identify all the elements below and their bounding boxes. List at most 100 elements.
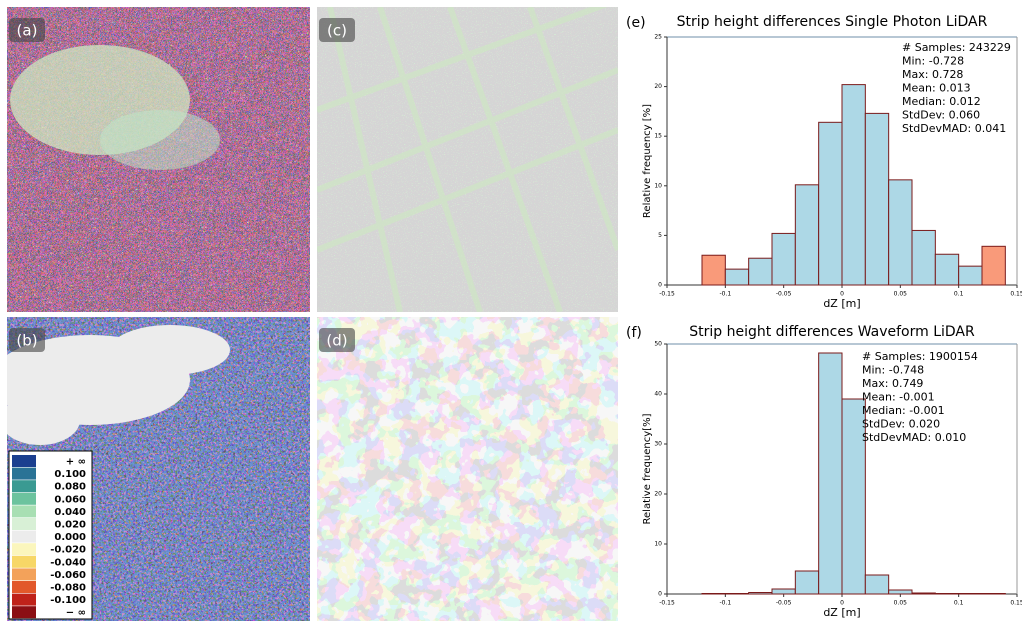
x-tick-label: -0.15	[659, 291, 675, 298]
image-d	[317, 317, 618, 621]
y-tick-label: 40	[654, 391, 662, 398]
legend-swatch	[12, 455, 36, 467]
x-tick-label: 0.15	[1010, 291, 1022, 298]
stat-annotation: # Samples: 1900154	[862, 350, 978, 363]
x-tick-label: -0.05	[776, 291, 792, 298]
panel-label: (f)	[626, 325, 642, 341]
stat-annotation: Min: -0.728	[902, 55, 964, 68]
legend-label: 0.100	[54, 469, 86, 480]
stat-annotation: Mean: -0.001	[862, 391, 935, 404]
bar	[959, 594, 982, 595]
y-tick-label: 0	[658, 591, 662, 598]
bar	[795, 185, 818, 285]
legend-swatch	[12, 493, 36, 505]
panel-label: (b)	[16, 332, 37, 350]
bar	[725, 269, 748, 285]
y-axis-label: Relative frequency [%]	[642, 104, 653, 218]
bar	[772, 589, 795, 594]
legend-label: -0.080	[50, 583, 86, 594]
legend-swatch	[12, 505, 36, 517]
panel-label: (a)	[17, 22, 38, 40]
legend-label: 0.040	[54, 507, 86, 518]
y-tick-label: 15	[654, 133, 662, 140]
x-tick-label: -0.1	[719, 600, 731, 607]
bar	[702, 255, 725, 285]
bar	[889, 180, 912, 285]
panel-label: (d)	[326, 332, 347, 350]
x-tick-label: -0.1	[719, 291, 731, 298]
y-tick-label: 0	[658, 282, 662, 289]
legend-label: 0.080	[54, 482, 86, 493]
stat-annotation: Median: -0.001	[862, 404, 945, 417]
bar	[889, 590, 912, 594]
stat-annotation: Median: 0.012	[902, 95, 981, 108]
legend-swatch	[12, 606, 36, 618]
x-axis-label: dZ [m]	[823, 606, 860, 619]
y-tick-label: 25	[654, 34, 662, 41]
y-tick-label: 20	[654, 491, 662, 498]
stat-annotation: Max: 0.728	[902, 68, 963, 81]
image-a	[7, 7, 310, 312]
stat-annotation: StdDev: 0.060	[902, 109, 980, 122]
legend-label: 0.060	[54, 494, 86, 505]
legend-swatch	[12, 594, 36, 606]
chart-title: Strip height differences Waveform LiDAR	[689, 324, 975, 340]
bar	[819, 122, 842, 285]
legend-swatch	[12, 543, 36, 555]
figure: (a) (c) (b) (d) + ∞0.1000.0800.0600.0400…	[0, 0, 1022, 621]
bar	[935, 594, 958, 595]
y-axis-label: Relative frequency[%]	[642, 413, 653, 524]
image-c	[317, 0, 618, 312]
legend-label: -0.040	[50, 557, 86, 568]
legend-swatch	[12, 468, 36, 480]
panel-label: (c)	[327, 22, 347, 40]
stat-annotation: StdDevMAD: 0.010	[862, 431, 966, 444]
bar	[842, 85, 865, 285]
legend-label: -0.020	[50, 545, 86, 556]
legend-swatch	[12, 480, 36, 492]
bar	[795, 571, 818, 594]
bar	[982, 246, 1005, 285]
bar	[749, 258, 772, 285]
chart-title: Strip height differences Single Photon L…	[677, 14, 988, 30]
x-axis-label: dZ [m]	[823, 297, 860, 310]
stat-annotation: # Samples: 243229	[902, 41, 1011, 54]
legend-swatch	[12, 518, 36, 530]
bar	[935, 254, 958, 285]
bar	[819, 353, 842, 594]
legend-label: 0.020	[54, 520, 86, 531]
bar	[749, 593, 772, 595]
bar	[959, 266, 982, 285]
y-tick-label: 50	[654, 341, 662, 348]
y-tick-label: 20	[654, 83, 662, 90]
x-tick-label: 0.1	[954, 291, 964, 298]
bar	[772, 233, 795, 285]
bar	[982, 594, 1005, 595]
legend-label: − ∞	[66, 608, 86, 619]
legend-label: 0.000	[54, 532, 86, 543]
x-tick-label: 0.15	[1010, 600, 1022, 607]
bar	[912, 230, 935, 285]
bar	[865, 113, 888, 285]
panel-label: (e)	[626, 15, 646, 31]
y-tick-label: 10	[654, 541, 662, 548]
stat-annotation: StdDev: 0.020	[862, 418, 940, 431]
page: (a) (c) (b) (d) + ∞0.1000.0800.0600.0400…	[0, 0, 1022, 621]
bar	[725, 594, 748, 595]
x-tick-label: 0.1	[954, 600, 964, 607]
bar	[865, 575, 888, 594]
stat-annotation: Mean: 0.013	[902, 82, 971, 95]
x-tick-label: -0.15	[659, 600, 675, 607]
bar	[702, 594, 725, 595]
stat-annotation: Min: -0.748	[862, 364, 924, 377]
x-tick-label: 0.05	[894, 291, 908, 298]
x-tick-label: 0.05	[894, 600, 908, 607]
y-tick-label: 30	[654, 441, 662, 448]
y-tick-label: 5	[658, 232, 662, 239]
legend-label: -0.060	[50, 570, 86, 581]
y-tick-label: 10	[654, 182, 662, 189]
legend-swatch	[12, 556, 36, 568]
bar	[912, 593, 935, 594]
legend-label: -0.100	[50, 595, 86, 606]
stat-annotation: StdDevMAD: 0.041	[902, 122, 1006, 135]
